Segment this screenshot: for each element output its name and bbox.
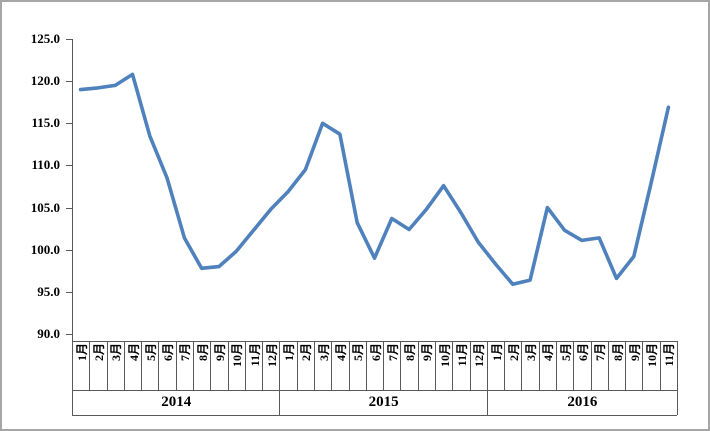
x-tick-cell: 2月 (296, 341, 314, 390)
x-tick-label: 11月 (454, 343, 469, 367)
x-tick-label: 9月 (627, 343, 642, 362)
y-tick-mark (66, 81, 72, 83)
x-tick-label: 1月 (282, 343, 297, 362)
x-tick-cell: 8月 (400, 341, 417, 390)
x-tick-label: 8月 (610, 343, 625, 362)
x-tick-label: 11月 (247, 343, 262, 367)
x-tick-label: 1月 (74, 343, 89, 362)
year-group-label: 2014 (72, 390, 279, 415)
x-tick-label: 5月 (351, 343, 366, 362)
x-tick-label: 2月 (506, 343, 521, 362)
x-tick-label: 1月 (489, 343, 504, 362)
x-tick-cell: 9月 (625, 341, 642, 390)
axis-line (72, 390, 677, 391)
x-tick-label: 5月 (558, 343, 573, 362)
y-tick-mark (66, 39, 72, 40)
x-tick-label: 3月 (524, 343, 539, 362)
x-tick-cell: 1月 (279, 341, 296, 390)
y-tick-mark (66, 207, 72, 209)
x-tick-cell: 4月 (123, 341, 141, 390)
y-tick-label: 125.0 (30, 31, 60, 46)
x-tick-cell: 6月 (573, 341, 590, 390)
axis-line (72, 39, 73, 415)
x-tick-cell: 12月 (262, 341, 279, 390)
x-tick-label: 7月 (385, 343, 400, 362)
x-tick-label: 6月 (161, 343, 176, 362)
trend-line (78, 72, 671, 287)
y-tick-mark (66, 334, 72, 335)
axis-line (72, 341, 677, 342)
x-tick-cell: 9月 (417, 341, 435, 390)
y-tick-mark (66, 165, 72, 167)
x-tick-cell: 7月 (175, 341, 193, 390)
x-tick-cell: 1月 (486, 341, 504, 390)
x-tick-label: 2月 (299, 343, 314, 362)
x-tick-label: 3月 (316, 343, 331, 362)
x-tick-label: 9月 (420, 343, 435, 362)
x-tick-cell: 2月 (89, 341, 106, 390)
x-tick-cell: 6月 (158, 341, 175, 390)
x-tick-cell: 7月 (383, 341, 400, 390)
axis-line (72, 415, 677, 416)
y-tick-mark (66, 249, 72, 251)
x-tick-label: 12月 (472, 343, 487, 368)
year-group-label: 2015 (279, 390, 486, 415)
x-tick-cell: 3月 (106, 341, 124, 390)
x-tick-label: 2月 (91, 343, 106, 362)
x-tick-label: 10月 (437, 343, 452, 368)
y-tick-label: 120.0 (30, 73, 60, 89)
x-tick-cell: 11月 (244, 341, 262, 390)
x-tick-label: 12月 (264, 343, 279, 368)
x-tick-cell: 11月 (452, 341, 469, 390)
x-tick-cell: 9月 (210, 341, 227, 390)
x-tick-label: 8月 (403, 343, 418, 362)
x-tick-label: 4月 (126, 343, 141, 362)
axis-line (279, 390, 281, 415)
x-tick-label: 8月 (195, 343, 210, 362)
x-tick-label: 4月 (541, 343, 556, 362)
y-tick-label: 105.0 (30, 199, 60, 215)
x-tick-cell: 3月 (314, 341, 331, 390)
x-tick-label: 3月 (109, 343, 124, 362)
x-tick-label: 9月 (212, 343, 227, 362)
y-tick-mark (66, 123, 72, 125)
year-group-label: 2016 (486, 390, 677, 415)
y-tick-label: 115.0 (31, 115, 60, 131)
x-tick-cell: 7月 (590, 341, 608, 390)
x-tick-cell: 2月 (504, 341, 521, 390)
x-tick-cell: 3月 (521, 341, 538, 390)
y-tick-label: 100.0 (30, 241, 60, 257)
x-tick-cell: 11月 (659, 341, 677, 390)
x-tick-cell: 12月 (469, 341, 487, 390)
axis-line (486, 390, 488, 415)
x-tick-cell: 4月 (538, 341, 556, 390)
x-tick-cell: 5月 (348, 341, 366, 390)
y-tick-label: 90.0 (37, 326, 60, 341)
x-tick-cell: 4月 (331, 341, 348, 390)
x-tick-label: 6月 (575, 343, 590, 362)
x-tick-cell: 1月 (72, 341, 89, 390)
x-tick-label: 10月 (645, 343, 660, 368)
x-tick-label: 7月 (593, 343, 608, 362)
axis-line (677, 341, 678, 415)
x-tick-cell: 10月 (435, 341, 452, 390)
y-tick-label: 95.0 (37, 283, 60, 299)
x-tick-label: 7月 (178, 343, 193, 362)
x-tick-label: 5月 (143, 343, 158, 362)
x-tick-label: 11月 (662, 343, 677, 367)
x-tick-cell: 8月 (607, 341, 625, 390)
y-tick-mark (66, 291, 72, 293)
x-tick-cell: 5月 (556, 341, 573, 390)
x-tick-cell: 10月 (227, 341, 245, 390)
x-tick-cell: 5月 (141, 341, 158, 390)
x-tick-label: 6月 (368, 343, 383, 362)
x-tick-cell: 6月 (365, 341, 383, 390)
x-tick-cell: 10月 (642, 341, 659, 390)
x-tick-label: 4月 (333, 343, 348, 362)
y-tick-label: 110.0 (31, 157, 60, 173)
x-tick-label: 10月 (230, 343, 245, 368)
x-tick-cell: 8月 (193, 341, 210, 390)
